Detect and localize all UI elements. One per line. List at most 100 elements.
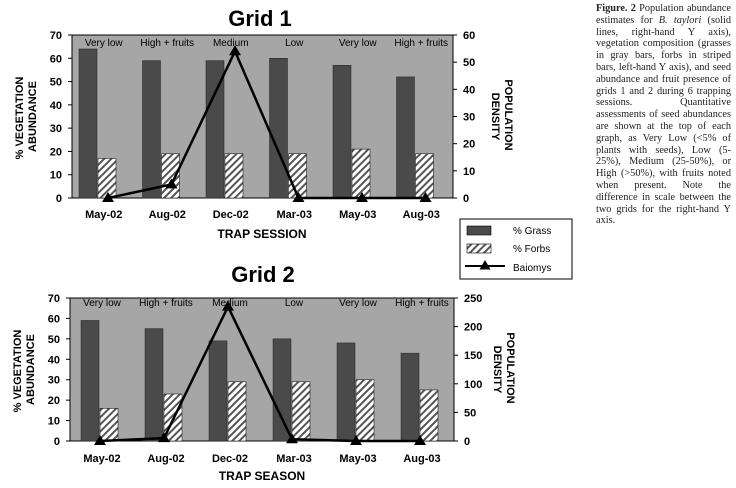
y-axis-right-label: POPULATION DENSITY — [489, 79, 514, 153]
baiomys-marker — [94, 435, 106, 445]
grass-bar — [208, 340, 228, 442]
y-axis-left-label: % VEGETATION ABUNDANCE — [12, 327, 37, 413]
x-tick-label: May-03 — [339, 209, 376, 221]
y-left-tick-label: 50 — [48, 334, 60, 346]
y-right-tick-label: 250 — [464, 293, 482, 305]
seed-abundance-label: High + fruits — [139, 298, 193, 309]
grass-bar — [78, 48, 98, 199]
grass-bar — [332, 65, 352, 199]
forbs-bar — [419, 389, 439, 442]
baiomys-marker — [286, 433, 298, 444]
y-left-tick-label: 70 — [48, 293, 60, 305]
y-right-tick-label: 200 — [464, 322, 482, 334]
y-axis-right-label-line: DENSITY — [491, 346, 503, 394]
y-left-tick-label: 70 — [50, 30, 62, 42]
y-axis-left-label-line: ABUNDANCE — [25, 334, 37, 405]
chart-title: Grid 1 — [228, 6, 292, 31]
baiomys-marker — [292, 192, 305, 202]
y-left-tick-label: 10 — [50, 170, 62, 182]
y-left-tick-label: 20 — [48, 395, 60, 407]
y-left-tick-label: 40 — [50, 100, 62, 112]
y-left-tick-label: 60 — [48, 313, 60, 325]
x-tick-label: Aug-03 — [403, 453, 440, 465]
x-axis-label: TRAP SESSION — [217, 227, 306, 241]
forbs-bar — [351, 148, 371, 199]
y-axis-right-label-line: POPULATION — [504, 332, 516, 403]
y-axis-right-label-line: DENSITY — [489, 93, 501, 141]
forbs-bar — [227, 381, 247, 442]
y-right-tick-label: 0 — [463, 193, 469, 205]
caption-text-1: Population abundance estimates for — [596, 3, 731, 26]
baiomys-marker — [165, 178, 178, 189]
caption-text-2: (solid lines, right-hand Y axis), vegeta… — [596, 14, 731, 227]
forbs-bar — [97, 158, 117, 199]
y-right-tick-label: 40 — [463, 84, 475, 96]
y-axis-right-label-line: POPULATION — [502, 79, 514, 150]
baiomys-line — [99, 303, 420, 443]
baiomys-marker — [229, 45, 241, 56]
grass-bar — [336, 342, 356, 442]
caption-species: B. taylori — [658, 14, 702, 26]
baiomys-marker — [350, 435, 362, 445]
y-left-tick-label: 60 — [50, 53, 62, 65]
plot-area — [69, 297, 455, 442]
y-axis-left-label-line: % VEGETATION — [14, 77, 26, 160]
x-axis-label: TRAP SEASON — [219, 469, 305, 483]
y-right-tick-label: 50 — [463, 57, 475, 69]
seed-abundance-label: Medium — [212, 298, 248, 309]
figure-caption: Figure. 2 Population abundance estimates… — [596, 3, 731, 227]
y-left-tick-label: 0 — [54, 436, 60, 448]
seed-abundance-label: High + fruits — [395, 298, 449, 309]
seed-abundance-label: Very low — [339, 298, 378, 309]
grass-bar — [396, 76, 415, 199]
y-right-tick-label: 0 — [464, 436, 470, 448]
x-tick-label: Dec-02 — [213, 209, 249, 221]
seed-abundance-label: Low — [285, 38, 304, 49]
seed-abundance-label: Very low — [339, 38, 378, 49]
forbs-bar — [288, 153, 307, 199]
grass-bar — [269, 58, 288, 199]
y-right-tick-label: 20 — [463, 139, 475, 151]
x-tick-label: Mar-03 — [277, 209, 312, 221]
y-left-tick-label: 30 — [50, 123, 62, 135]
y-left-tick-label: 40 — [48, 354, 60, 366]
x-tick-label: Mar-03 — [276, 453, 311, 465]
x-tick-label: May-02 — [85, 209, 122, 221]
forbs-bar — [99, 408, 119, 442]
y-left-tick-label: 50 — [50, 77, 62, 89]
y-axis-right-label: POPULATION DENSITY — [491, 332, 516, 406]
y-right-tick-label: 100 — [464, 379, 482, 391]
y-left-tick-label: 30 — [48, 375, 60, 387]
x-tick-label: May-02 — [83, 453, 120, 465]
x-tick-label: May-03 — [339, 453, 376, 465]
baiomys-marker — [419, 192, 432, 202]
seed-abundance-label: Very low — [83, 298, 122, 309]
grid-1-chart: Grid 1 % VEGETATION ABUNDANCE POPULATION… — [14, 6, 514, 241]
legend-label-baiomys: Baiomys — [513, 263, 551, 274]
x-tick-label: Aug-03 — [403, 209, 440, 221]
seed-abundance-label: High + fruits — [140, 38, 194, 49]
chart-title: Grid 2 — [231, 262, 295, 287]
forbs-bar — [355, 379, 375, 442]
grass-bar — [80, 320, 100, 442]
y-axis-left-label-line: ABUNDANCE — [27, 81, 39, 152]
seed-abundance-label: Very low — [85, 38, 124, 49]
y-left-tick-label: 20 — [50, 146, 62, 158]
y-axis-left-label-line: % VEGETATION — [12, 330, 24, 413]
grass-bar — [142, 60, 161, 199]
legend-swatch-forbs — [466, 243, 492, 254]
legend-marker-baiomys — [479, 260, 491, 270]
grass-bar — [272, 338, 292, 442]
y-right-tick-label: 60 — [463, 30, 475, 42]
y-right-tick-label: 30 — [463, 112, 475, 124]
y-right-tick-label: 50 — [464, 407, 476, 419]
grass-bar — [144, 328, 164, 442]
grass-bar — [205, 60, 225, 199]
baiomys-marker — [414, 435, 426, 445]
baiomys-marker — [356, 192, 368, 202]
legend-label-grass: % Grass — [513, 226, 551, 237]
x-tick-label: Aug-02 — [149, 209, 186, 221]
legend-swatch-grass — [466, 225, 492, 236]
seed-abundance-label: Low — [285, 298, 304, 309]
forbs-bar — [415, 153, 434, 199]
